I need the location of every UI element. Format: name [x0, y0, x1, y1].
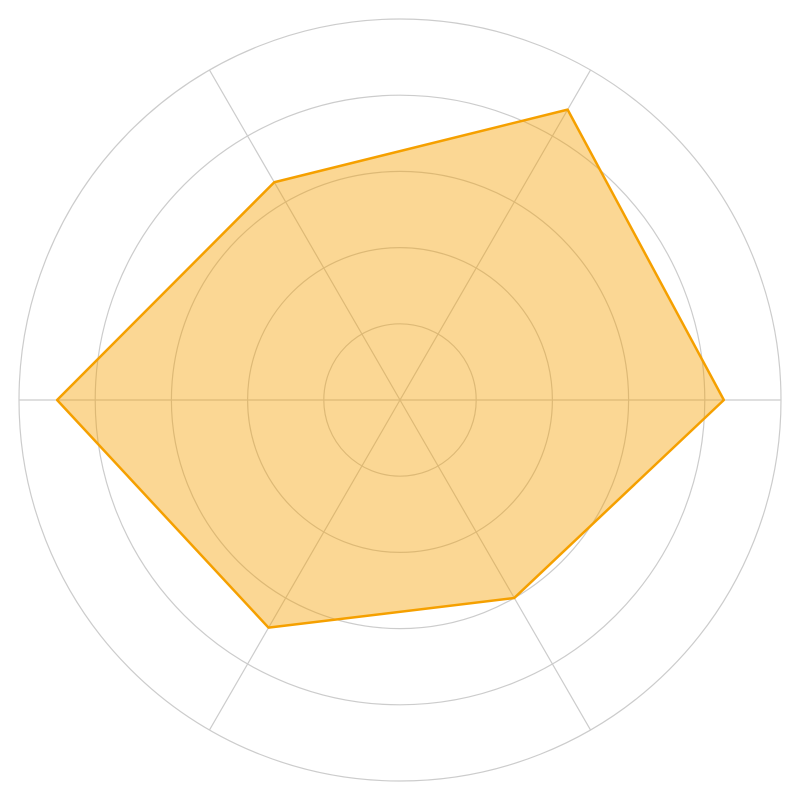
radar-series-layer	[57, 110, 724, 628]
radar-series-area	[57, 110, 724, 628]
